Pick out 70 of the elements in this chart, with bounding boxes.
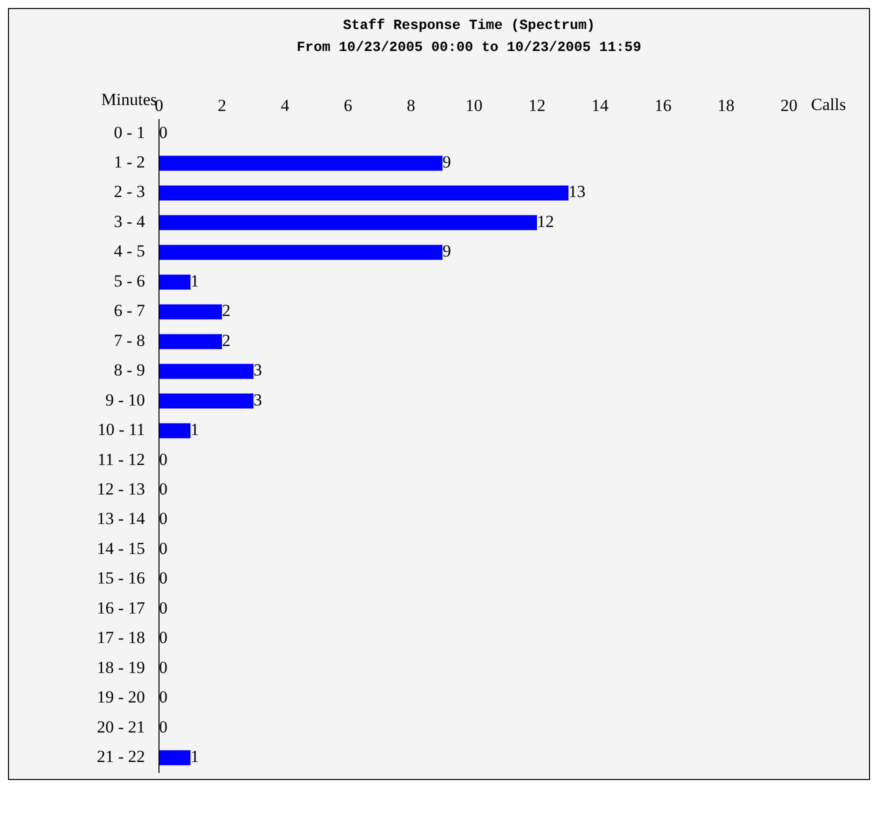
y-tick-label: 17 - 18: [96, 628, 145, 648]
data-label: 1: [190, 747, 199, 766]
data-label: 0: [159, 628, 168, 648]
data-label: 9: [442, 152, 451, 172]
data-label: 0: [159, 688, 168, 707]
data-label: 3: [254, 390, 262, 410]
y-axis-title: Minutes: [101, 90, 157, 109]
y-tick-label: 5 - 6: [114, 271, 145, 290]
data-label: 0: [159, 479, 168, 498]
x-tick-label: 10: [466, 96, 482, 115]
bar: [159, 244, 442, 260]
data-label: 0: [159, 568, 168, 588]
y-tick-label: 16 - 17: [96, 598, 146, 618]
data-label: 1: [190, 271, 199, 290]
bar: [159, 364, 254, 379]
y-tick-label: 13 - 14: [96, 509, 146, 528]
x-tick-label: 18: [718, 96, 734, 115]
y-tick-label: 1 - 2: [114, 152, 145, 172]
data-label: 13: [568, 182, 586, 202]
data-label: 0: [159, 598, 168, 618]
y-tick-label: 18 - 19: [96, 658, 145, 677]
bar: [159, 334, 222, 350]
y-tick-label: 21 - 22: [96, 747, 145, 766]
y-tick-label: 4 - 5: [114, 242, 145, 261]
y-tick-label: 8 - 9: [114, 360, 145, 380]
data-label: 3: [254, 360, 262, 380]
y-tick-label: 11 - 12: [97, 450, 145, 469]
bar: [159, 394, 254, 409]
y-tick-label: 15 - 16: [96, 568, 145, 588]
y-tick-label: 6 - 7: [114, 301, 146, 320]
y-tick-label: 7 - 8: [114, 330, 145, 350]
y-tick-label: 9 - 10: [105, 390, 145, 410]
x-tick-label: 16: [654, 96, 672, 115]
x-tick-label: 6: [344, 96, 352, 115]
x-axis-title: Calls: [811, 94, 846, 114]
data-label: 0: [159, 509, 168, 528]
chart-title: Staff Response Time (Spectrum): [342, 17, 596, 36]
data-label: 0: [159, 717, 168, 736]
data-label: 2: [222, 301, 230, 320]
data-label: 0: [159, 658, 168, 677]
data-label: 1: [190, 420, 199, 440]
x-tick-label: 8: [406, 96, 416, 115]
bar: [159, 185, 568, 200]
data-label: 9: [442, 242, 451, 261]
y-tick-label: 14 - 15: [96, 538, 145, 558]
x-tick-label: 14: [592, 96, 609, 115]
x-tick-label: 0: [154, 96, 164, 115]
x-tick-label: 12: [528, 96, 546, 115]
y-tick-label: 12 - 13: [96, 479, 145, 498]
y-tick-label: 19 - 20: [96, 688, 145, 707]
bar: [159, 274, 190, 290]
y-tick-label: 20 - 21: [96, 717, 145, 736]
data-label: 0: [159, 538, 168, 558]
data-label: 12: [537, 212, 554, 231]
data-label: 0: [159, 122, 168, 142]
y-tick-label: 10 - 11: [97, 420, 145, 440]
bar: [159, 215, 537, 230]
bar: [159, 156, 442, 171]
data-label: 0: [159, 450, 168, 469]
x-tick-label: 2: [218, 96, 226, 115]
bar: [159, 423, 190, 438]
x-tick-label: 20: [780, 96, 798, 115]
y-tick-label: 0 - 1: [114, 122, 145, 142]
bar: [159, 304, 222, 320]
y-tick-label: 3 - 4: [114, 212, 146, 231]
bar: [159, 750, 190, 766]
y-tick-label: 2 - 3: [114, 182, 145, 202]
x-tick-label: 4: [280, 96, 290, 115]
chart-subtitle: From 10/23/2005 00:00 to 10/23/2005 11:59: [296, 39, 642, 58]
data-label: 2: [222, 330, 230, 350]
